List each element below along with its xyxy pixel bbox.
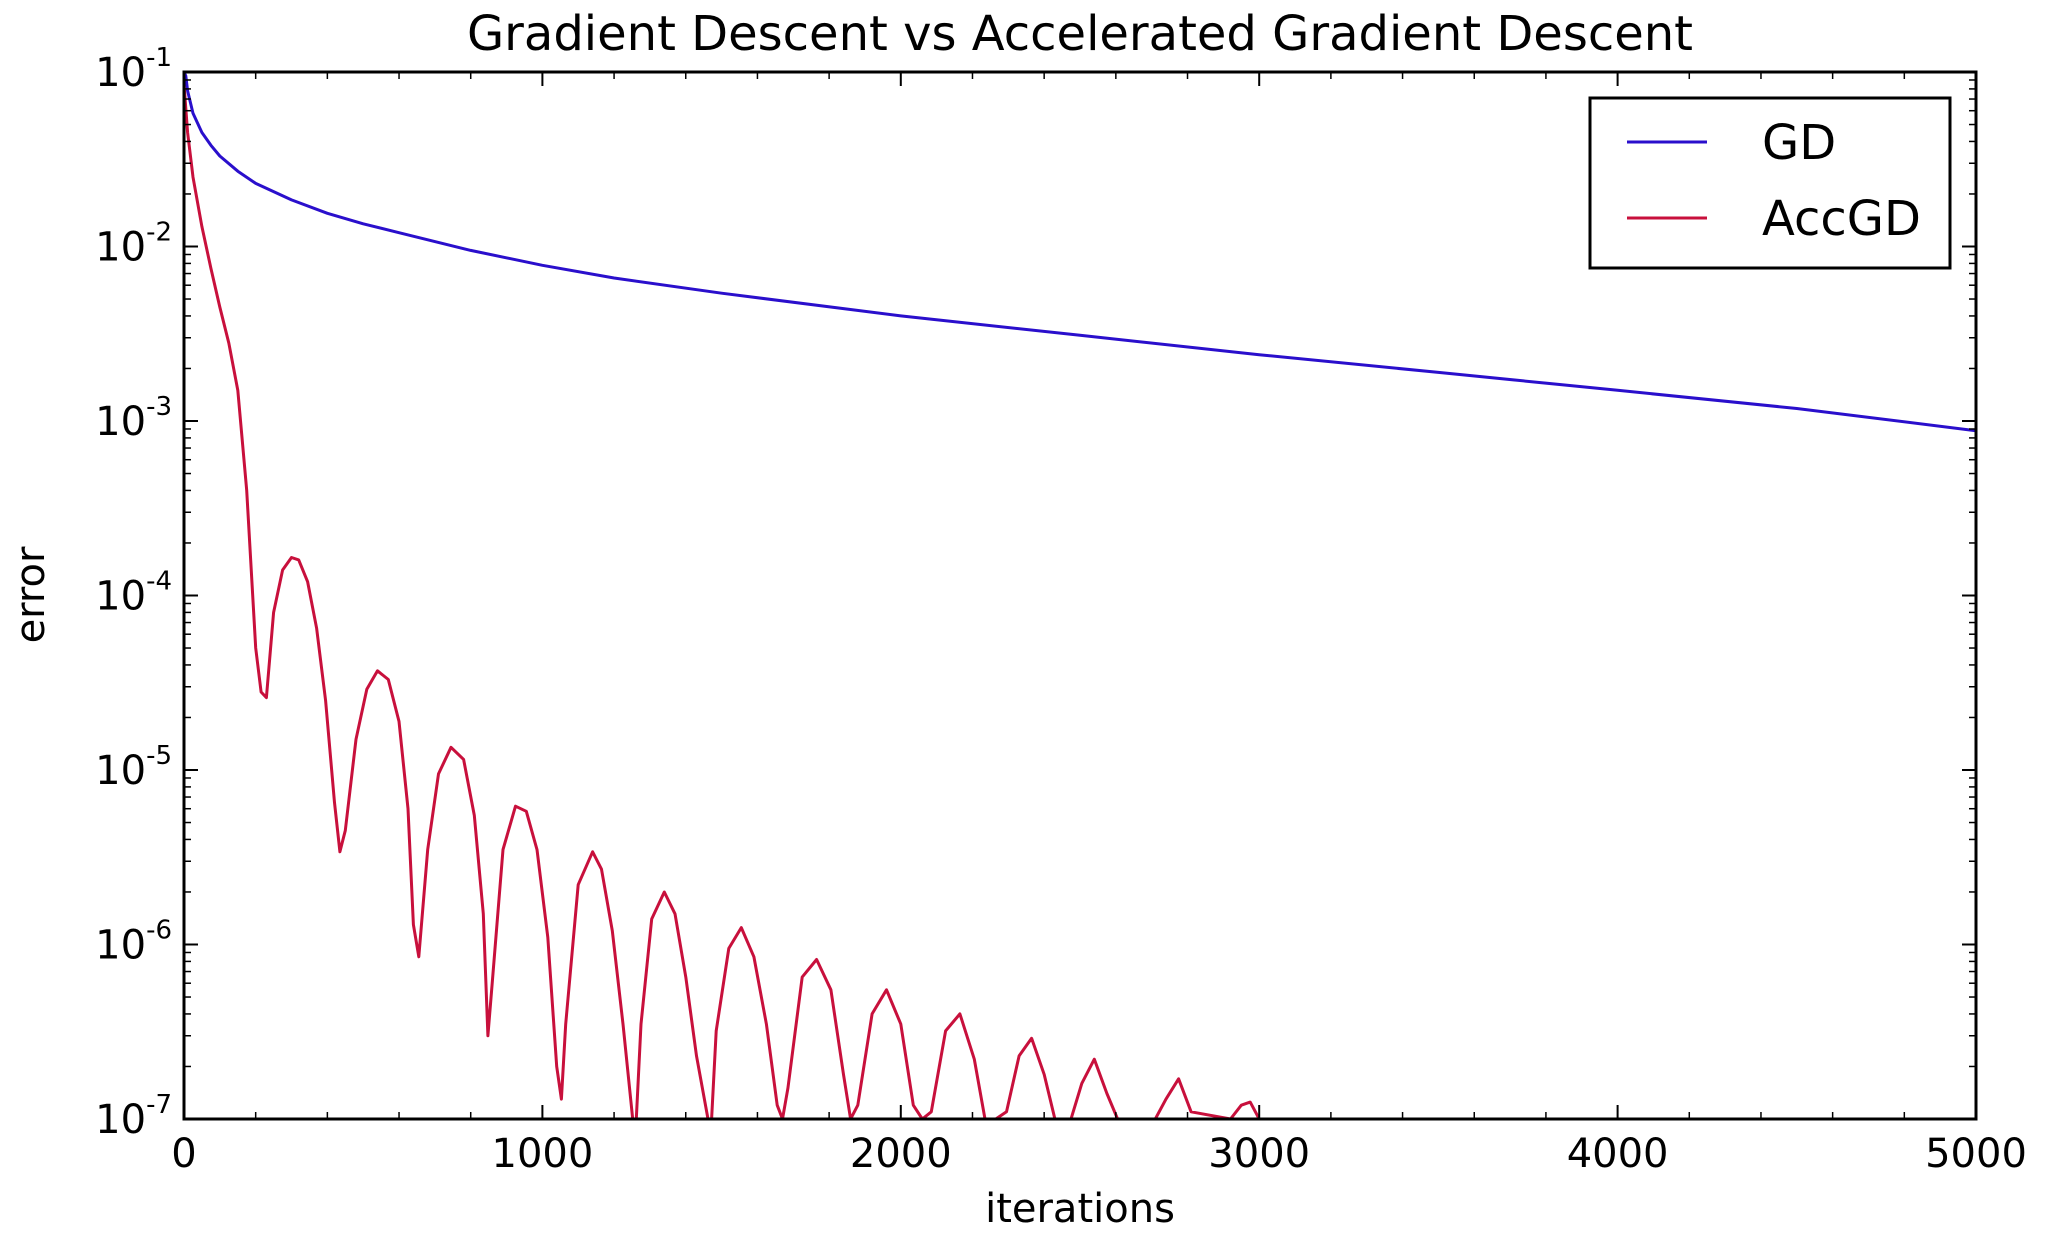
x-tick-label: 2000 bbox=[850, 1131, 952, 1177]
legend: GD AccGD bbox=[1588, 96, 1952, 270]
x-tick-label: 1000 bbox=[492, 1131, 594, 1177]
x-tick-label: 3000 bbox=[1208, 1131, 1310, 1177]
legend-label-gd: GD bbox=[1762, 115, 1836, 171]
y-tick-label: 10-4 bbox=[95, 567, 172, 620]
y-tick-label: 10-2 bbox=[95, 218, 172, 271]
series-line-accgd bbox=[184, 84, 1261, 1119]
y-tick-label: 10-7 bbox=[95, 1090, 172, 1143]
chart-title: Gradient Descent vs Accelerated Gradient… bbox=[467, 6, 1693, 62]
series-line-gd bbox=[184, 72, 1976, 433]
x-axis-label: iterations bbox=[985, 1186, 1175, 1232]
y-tick-label: 10-1 bbox=[95, 43, 172, 96]
legend-label-accgd: AccGD bbox=[1762, 191, 1921, 247]
legend-box bbox=[1588, 96, 1952, 270]
y-tick-label: 10-6 bbox=[95, 916, 172, 969]
x-tick-label: 4000 bbox=[1567, 1131, 1669, 1177]
x-tick-label: 5000 bbox=[1925, 1131, 2027, 1177]
y-tick-label: 10-5 bbox=[95, 741, 172, 794]
x-tick-label: 0 bbox=[171, 1131, 196, 1177]
y-axis-label: error bbox=[8, 546, 54, 643]
y-tick-label: 10-3 bbox=[95, 392, 172, 445]
